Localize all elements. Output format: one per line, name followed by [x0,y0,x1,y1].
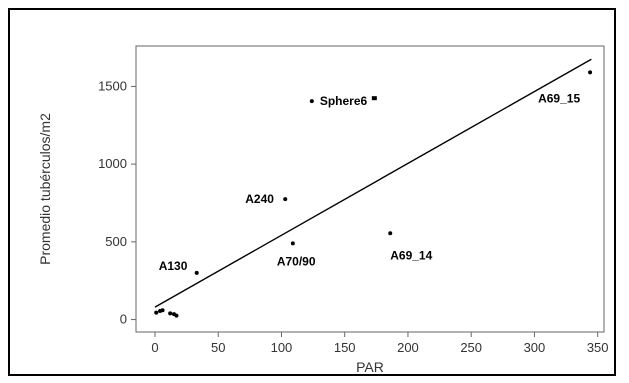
x-tick-label: 350 [587,340,609,355]
data-point [309,99,314,104]
point-label: A130 [159,259,188,273]
plot-area: 0 50 100 150 200 250 300 350 0 500 1000 1500 A130 A24… [98,45,609,355]
point-label: A69_15 [538,91,580,105]
data-point [283,197,288,202]
point-label: Sphere6 [320,94,368,108]
point-label: A240 [245,192,274,206]
point-label: A70/90 [277,254,316,268]
data-point [388,231,393,236]
x-tick-label: 0 [151,340,158,355]
x-tick-label: 100 [271,340,293,355]
sphere6-marker [371,96,377,101]
data-point [160,308,165,313]
x-tick-label: 300 [524,340,546,355]
data-point [290,241,295,246]
x-tick-label: 50 [211,340,225,355]
plot-border [135,45,605,333]
chart-frame: 0 50 100 150 200 250 300 350 0 500 1000 1500 A130 A24… [8,8,616,376]
x-tick-label: 150 [334,340,356,355]
data-point [194,270,199,275]
data-point [168,311,173,316]
y-tick-label: 1000 [98,156,127,171]
x-tick-label: 250 [460,340,482,355]
point-label: A69_14 [390,248,432,262]
data-point [588,70,593,75]
y-tick-label: 0 [120,312,127,327]
y-tick-label: 1500 [98,78,127,93]
data-point [174,313,179,318]
y-axis-title: Promedio tubérculos/m2 [37,113,53,265]
data-point [154,310,159,315]
x-axis-title: PAR [356,359,384,374]
y-tick-label: 500 [105,234,127,249]
fit-line [154,58,592,308]
scatter-chart: 0 50 100 150 200 250 300 350 0 500 1000 1500 A130 A24… [37,45,609,374]
x-tick-label: 200 [397,340,419,355]
